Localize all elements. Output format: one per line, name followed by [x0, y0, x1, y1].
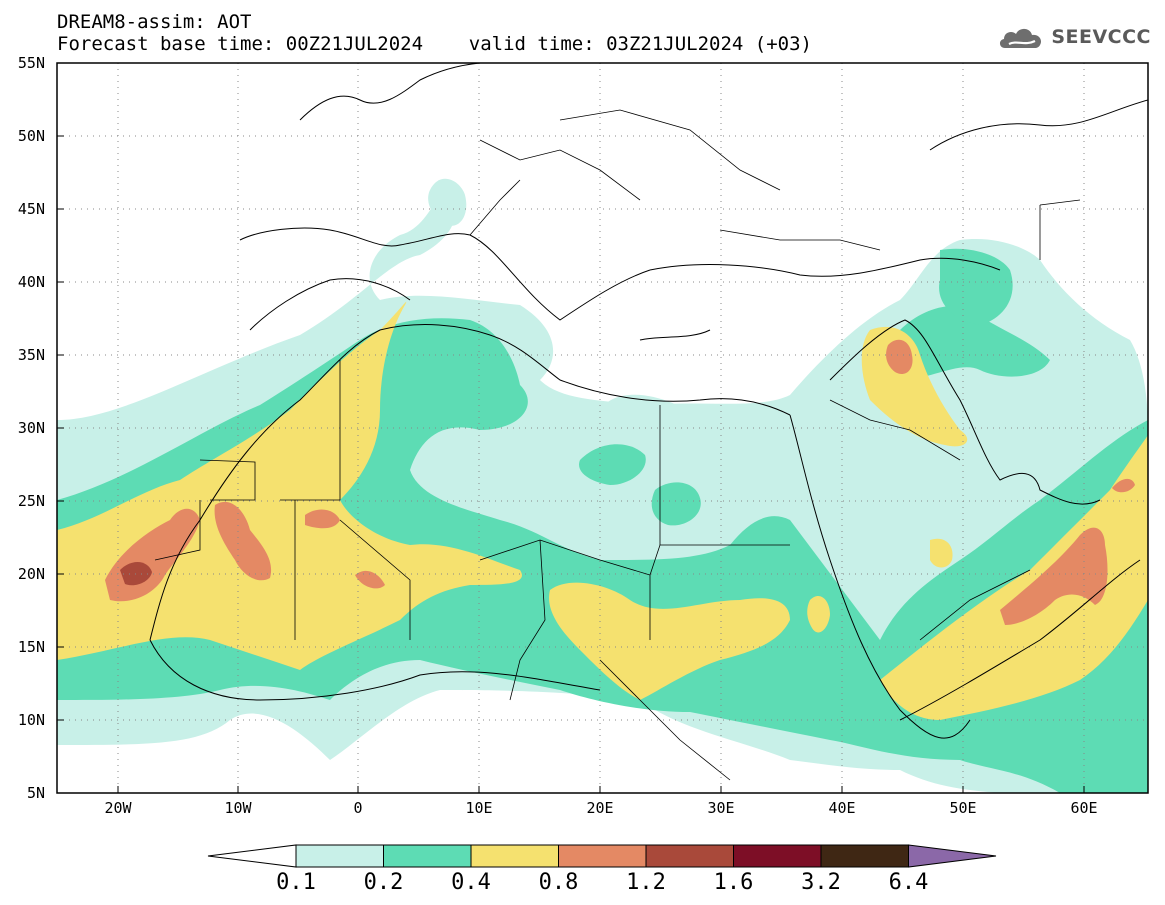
lon-label: 0: [353, 799, 362, 817]
aot-band-0.1: [428, 178, 467, 226]
map-title: DREAM8-assim: AOT: [57, 11, 252, 33]
lat-label: 50N: [18, 127, 45, 145]
colorbar-label: 0.4: [451, 870, 491, 895]
lon-label: 20E: [586, 799, 613, 817]
aot-field: [57, 178, 1148, 793]
coastlines: [149, 63, 1148, 739]
aot-band-0.2: [886, 306, 1050, 380]
lat-label: 15N: [18, 638, 45, 656]
aot-band-0.8: [214, 501, 272, 581]
lat-label: 10N: [18, 711, 45, 729]
aot-band-0.2: [579, 444, 646, 485]
aot-band-0.4: [549, 582, 790, 700]
colorbar-label: 0.2: [363, 870, 404, 895]
aot-band-0.8: [886, 339, 913, 375]
aot-band-0.1: [574, 394, 782, 550]
lon-label: 10E: [465, 799, 492, 817]
colorbar-label: 0.8: [538, 870, 579, 895]
lat-label: 25N: [18, 492, 45, 510]
colorbar-label: 3.2: [801, 870, 841, 895]
seevccc-logo: SEEVCCC: [997, 24, 1151, 50]
lat-label: 35N: [18, 346, 45, 364]
lat-label: 20N: [18, 565, 45, 583]
colorbar-label: 6.4: [888, 870, 929, 895]
colorbar-swatch: [470, 844, 559, 868]
lat-label: 40N: [18, 273, 45, 291]
colorbar-high-arrow: [908, 844, 997, 868]
aot-band-0.8: [1112, 478, 1135, 493]
lon-label: 20W: [104, 799, 132, 817]
aot-band-0.2: [651, 482, 701, 526]
colorbar-swatch: [645, 844, 734, 868]
aot-band-0.4: [57, 301, 522, 670]
longitude-labels: 20W 10W 0 10E 20E 30E 40E 50E 60E: [104, 799, 1097, 817]
lat-label: 5N: [27, 784, 45, 802]
lon-label: 60E: [1070, 799, 1097, 817]
forecast-time-line: Forecast base time: 00Z21JUL2024 valid t…: [57, 33, 812, 55]
colorbar-swatch: [733, 844, 822, 868]
colorbar-swatch: [558, 844, 647, 868]
colorbar-swatch: [820, 844, 909, 868]
colorbar-label: 1.6: [713, 870, 754, 895]
lon-label: 50E: [949, 799, 976, 817]
lat-label: 30N: [18, 419, 45, 437]
colorbar-label: 0.1: [276, 870, 316, 895]
colorbar-low-arrow: [207, 844, 297, 868]
lon-label: 40E: [828, 799, 855, 817]
colorbar-swatch: [383, 844, 472, 868]
cloud-icon: [1000, 28, 1042, 48]
country-borders: [154, 109, 1081, 781]
lon-label: 30E: [707, 799, 734, 817]
colorbar: [207, 844, 997, 868]
aot-band-0.8: [355, 570, 385, 589]
colorbar-label: 1.2: [626, 870, 666, 895]
lat-label: 45N: [18, 200, 45, 218]
aot-band-0.8: [1000, 527, 1108, 625]
logo-text: SEEVCCC: [1051, 26, 1151, 48]
aot-band-0.8: [305, 509, 340, 529]
lon-label: 10W: [224, 799, 252, 817]
aot-band-0.4: [930, 538, 953, 568]
colorbar-swatch: [295, 844, 384, 868]
axis-ticks: [57, 135, 1085, 793]
latitude-labels: 55N 50N 45N 40N 35N 30N 25N 20N 15N 10N …: [18, 54, 45, 802]
lat-label: 55N: [18, 54, 45, 72]
aot-band-0.4: [807, 595, 830, 633]
aot-band-0.4: [880, 435, 1148, 720]
